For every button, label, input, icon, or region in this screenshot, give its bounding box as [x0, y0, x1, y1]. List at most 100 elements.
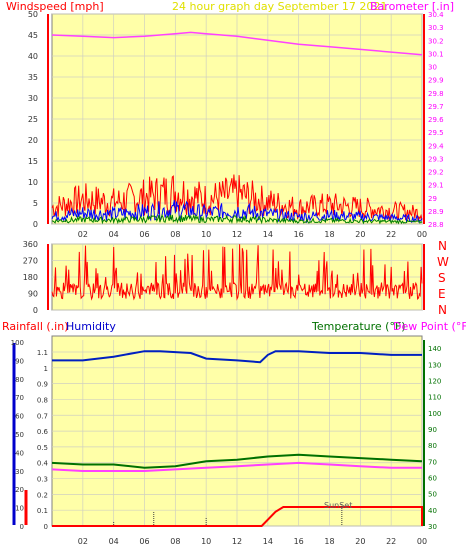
- rainfall-y-tick: 0.3: [37, 476, 48, 484]
- wind-x-tick: 04: [109, 230, 119, 239]
- dewpoint-line: [51, 461, 422, 472]
- barometer-axis-label: Barometer [.in]: [370, 0, 454, 13]
- barometer-y-tick: 30.4: [428, 11, 444, 19]
- humidity-y-tick: 0: [20, 523, 24, 531]
- rainfall-line: [52, 506, 423, 527]
- humidity-y-tick: 100: [11, 339, 24, 347]
- wind-series: [51, 174, 423, 225]
- barometer-y-tick: 29.8: [428, 90, 444, 98]
- temperature-y-tick: 60: [428, 474, 437, 482]
- wind-x-tick: 22: [386, 230, 396, 239]
- wind-direction-panel: 0 90 180 270 360 N W S E N: [23, 239, 449, 317]
- temperature-y-tick: 100: [428, 410, 441, 418]
- rainfall-y-tick: 0.5: [37, 444, 48, 452]
- wind-average-line: [51, 213, 423, 225]
- wind-direction-line: [51, 244, 423, 301]
- rainfall-y-tick: 0.2: [37, 491, 48, 499]
- wind-y-tick: 45: [28, 31, 38, 40]
- sunset-label: SunSet: [324, 501, 352, 510]
- wind-y-tick: 10: [28, 178, 38, 187]
- wind-x-tick: 16: [294, 230, 304, 239]
- wind-x-tick: 06: [139, 230, 149, 239]
- wind-direction-y-tick-labels: 0 90 180 270 360: [23, 240, 38, 315]
- humidity-line: [52, 350, 422, 364]
- dewpoint-axis-label: Dew Point (°F): [393, 320, 466, 333]
- humidity-y-tick: 80: [15, 376, 24, 384]
- direction-y-tick: 270: [23, 257, 38, 266]
- barometer-y-tick: 29.2: [428, 169, 444, 177]
- humidity-y-tick-labels: 0 10 20 30 40 50 60 70 80 90 100: [11, 339, 24, 531]
- wind-x-tick: 02: [78, 230, 88, 239]
- temp-x-tick: 00: [417, 537, 427, 546]
- wind-y-tick-labels: 0 5 10 15 20 25 30 35 40 45 50: [28, 10, 38, 229]
- barometer-y-tick: 28.9: [428, 208, 444, 216]
- rainfall-y-tick: 0.8: [37, 396, 48, 404]
- wind-x-tick: 08: [170, 230, 180, 239]
- humidity-y-tick: 20: [15, 486, 24, 494]
- temp-x-tick: 06: [139, 537, 149, 546]
- rainfall-y-tick-labels: 0 0.1 0.2 0.3 0.4 0.5 0.6 0.7 0.8 0.9 1 1.1: [37, 349, 49, 531]
- temp-x-tick: 22: [386, 537, 396, 546]
- temperature-y-tick: 50: [428, 491, 437, 499]
- wind-y-tick: 0: [33, 220, 38, 229]
- event-markers: [113, 504, 343, 526]
- humidity-y-tick: 10: [15, 505, 24, 513]
- rainfall-y-tick: 0.4: [37, 460, 49, 468]
- direction-y-tick: 360: [23, 240, 38, 249]
- humidity-y-tick: 30: [15, 468, 24, 476]
- wind-y-tick: 5: [33, 199, 38, 208]
- temperature-axis-label: Temperature (°F): [311, 320, 406, 333]
- rainfall-axis-label: Rainfall (.in): [2, 320, 69, 333]
- compass-n-bottom: N: [438, 303, 447, 317]
- rainfall-y-tick: 1: [44, 365, 48, 373]
- temperature-y-tick: 80: [428, 442, 437, 450]
- temp-x-tick: 12: [232, 537, 242, 546]
- rainfall-y-tick: 0.6: [37, 428, 49, 436]
- humidity-axis-label: Humidity: [66, 320, 116, 333]
- temperature-y-tick-labels: 30 40 50 60 70 80 90 100 110 120 130 140: [428, 345, 441, 531]
- temp-x-tick: 18: [324, 537, 334, 546]
- temp-x-tick: 10: [201, 537, 211, 546]
- barometer-y-tick: 30.1: [428, 50, 444, 58]
- wind-x-tick-labels: 02 04 06 08 10 12 14 16 18 20 22 00: [78, 230, 427, 239]
- wind-y-tick: 40: [28, 52, 38, 61]
- barometer-y-tick: 30.2: [428, 37, 444, 45]
- barometer-y-tick: 30: [428, 64, 437, 72]
- temperature-y-tick: 120: [428, 377, 441, 385]
- barometer-line: [51, 31, 423, 56]
- direction-y-tick: 90: [28, 290, 38, 299]
- temperature-y-tick: 110: [428, 394, 441, 402]
- wind-y-tick: 50: [28, 10, 38, 19]
- temperature-y-tick: 30: [428, 523, 437, 531]
- wind-gust-line: [51, 174, 423, 222]
- rainfall-y-tick: 1.1: [37, 349, 48, 357]
- barometer-y-tick: 30.3: [428, 24, 444, 32]
- temp-x-tick: 16: [294, 537, 304, 546]
- wind-y-tick: 20: [28, 136, 38, 145]
- temperature-y-tick: 140: [428, 345, 441, 353]
- compass-s: S: [438, 271, 446, 285]
- wind-y-tick: 35: [28, 73, 38, 82]
- temp-x-tick: 02: [78, 537, 88, 546]
- barometer-y-tick: 29.3: [428, 155, 444, 163]
- barometer-y-tick: 29: [428, 195, 437, 203]
- temperature-y-tick: 90: [428, 426, 437, 434]
- humidity-y-tick: 90: [15, 357, 24, 365]
- compass-e: E: [438, 287, 446, 301]
- temperature-line: [51, 453, 423, 469]
- barometer-y-tick: 29.9: [428, 77, 444, 85]
- rainfall-y-tick: 0.9: [37, 381, 48, 389]
- temp-x-tick: 08: [170, 537, 180, 546]
- windspeed-axis-label: Windspeed [mph]: [6, 0, 104, 13]
- wind-x-tick: 18: [324, 230, 334, 239]
- chart-title: 24 hour graph day September 17 2021: [172, 0, 387, 13]
- barometer-y-tick-labels: 28.8 28.9 29 29.1 29.2 29.3 29.4 29.5 29.6 29.7 29…: [428, 11, 444, 229]
- temperature-y-tick: 40: [428, 507, 437, 515]
- temperature-y-tick: 130: [428, 361, 441, 369]
- humidity-y-tick: 70: [15, 394, 24, 402]
- wind-x-tick: 00: [417, 230, 427, 239]
- temp-humidity-panel: SunSet 00.10.20.30.40.50.60.70.80.911.1 …: [11, 335, 441, 546]
- wind-panel-grid: [47, 13, 425, 225]
